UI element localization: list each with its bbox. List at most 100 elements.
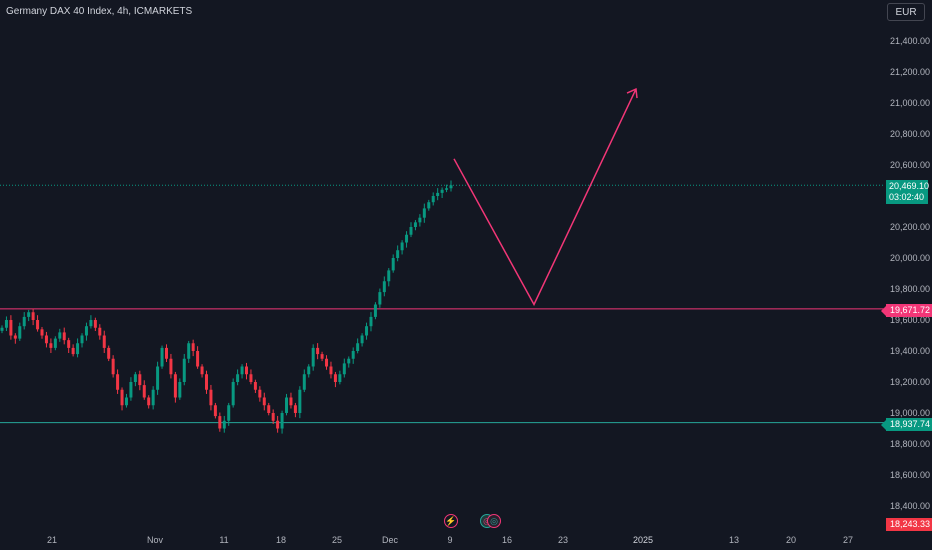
- candle-body: [151, 389, 155, 406]
- candle: [187, 340, 191, 363]
- candle-body: [76, 343, 80, 355]
- candle: [182, 353, 186, 386]
- candle-body: [360, 335, 364, 344]
- candle: [245, 362, 249, 380]
- candle-body: [196, 351, 200, 367]
- candle: [276, 415, 280, 433]
- candle-body: [120, 389, 124, 406]
- candle: [22, 312, 26, 330]
- candle: [436, 188, 440, 201]
- candle-body: [89, 320, 93, 327]
- candle: [98, 324, 102, 340]
- candle: [409, 222, 413, 238]
- candle: [218, 412, 222, 432]
- candle: [204, 370, 208, 394]
- support-price-tag: 18,937.74: [881, 418, 932, 431]
- candle: [18, 322, 22, 341]
- candle: [156, 361, 160, 395]
- candle: [36, 315, 40, 332]
- candle-body: [178, 382, 182, 398]
- candle: [44, 331, 48, 348]
- candle-body: [325, 358, 329, 367]
- candle: [40, 326, 44, 339]
- time-tick-label: 20: [785, 535, 797, 545]
- candle-body: [333, 374, 337, 382]
- candle-body: [445, 188, 449, 190]
- candle: [351, 347, 355, 364]
- price-tick-label: 21,400.00: [890, 36, 931, 46]
- candle: [80, 333, 84, 348]
- lightning-event-icon[interactable]: ⚡: [444, 514, 458, 528]
- candle-body: [44, 335, 48, 344]
- candle-body: [267, 405, 271, 413]
- candle: [76, 338, 80, 358]
- candle: [0, 325, 4, 334]
- projection-layer[interactable]: [453, 87, 638, 307]
- candle: [293, 402, 297, 418]
- candle: [84, 322, 88, 341]
- candle-body: [0, 327, 4, 331]
- candle-body: [124, 397, 128, 406]
- candle: [431, 192, 435, 206]
- time-axis[interactable]: [0, 531, 884, 550]
- projection-path[interactable]: [453, 88, 637, 307]
- candle: [391, 254, 395, 273]
- candle: [360, 333, 364, 347]
- candle-body: [253, 382, 257, 390]
- candle-body: [169, 358, 173, 375]
- candle-body: [67, 340, 71, 348]
- candle: [240, 364, 244, 379]
- candle: [31, 308, 35, 326]
- candle: [93, 317, 97, 332]
- candle: [369, 312, 373, 332]
- candle: [405, 231, 409, 248]
- candle-body: [156, 366, 160, 390]
- candle-body: [204, 374, 208, 390]
- candle-body: [271, 413, 275, 421]
- candle: [107, 345, 111, 362]
- time-tick-label: 9: [447, 535, 453, 545]
- candle: [449, 180, 453, 192]
- dividend-event-icon-2[interactable]: ◎: [487, 514, 501, 528]
- resistance-price-tag: 19,671.72: [881, 304, 932, 317]
- candle-body: [280, 413, 284, 429]
- candle-body: [129, 382, 133, 398]
- candle: [378, 288, 382, 308]
- candle-body: [351, 351, 355, 359]
- candle-body: [191, 343, 195, 351]
- price-axis[interactable]: [884, 0, 932, 550]
- candle-body: [22, 316, 26, 327]
- candle: [227, 402, 231, 426]
- resistance-price-value: 19,671.72: [890, 305, 931, 315]
- chart-canvas[interactable]: [0, 0, 884, 531]
- candle-body: [142, 385, 146, 398]
- time-tick-label: 21: [46, 535, 58, 545]
- candle: [440, 187, 444, 199]
- candle: [325, 355, 329, 370]
- candle-body: [160, 347, 164, 367]
- candle: [387, 268, 391, 287]
- candle: [116, 369, 120, 394]
- candle-body: [365, 326, 369, 336]
- candle-body: [240, 366, 244, 375]
- time-tick-label: 27: [842, 535, 854, 545]
- time-tick-label: 11: [219, 535, 229, 545]
- price-tick-label: 19,600.00: [890, 315, 931, 325]
- candle-body: [102, 335, 106, 348]
- chart-title: Germany DAX 40 Index, 4h, ICMARKETS: [6, 6, 193, 17]
- candle-body: [316, 347, 320, 355]
- candle: [347, 356, 351, 368]
- price-tick-label: 18,400.00: [890, 501, 931, 511]
- candle: [9, 315, 13, 340]
- candle: [253, 379, 257, 394]
- candle-body: [422, 208, 426, 218]
- candle: [27, 309, 31, 322]
- candle: [316, 343, 320, 360]
- candle-body: [164, 347, 168, 359]
- candle-body: [187, 343, 191, 359]
- candle: [200, 364, 204, 378]
- price-tick-label: 20,000.00: [890, 253, 931, 263]
- currency-button[interactable]: EUR: [887, 3, 925, 21]
- candle-body: [222, 420, 226, 429]
